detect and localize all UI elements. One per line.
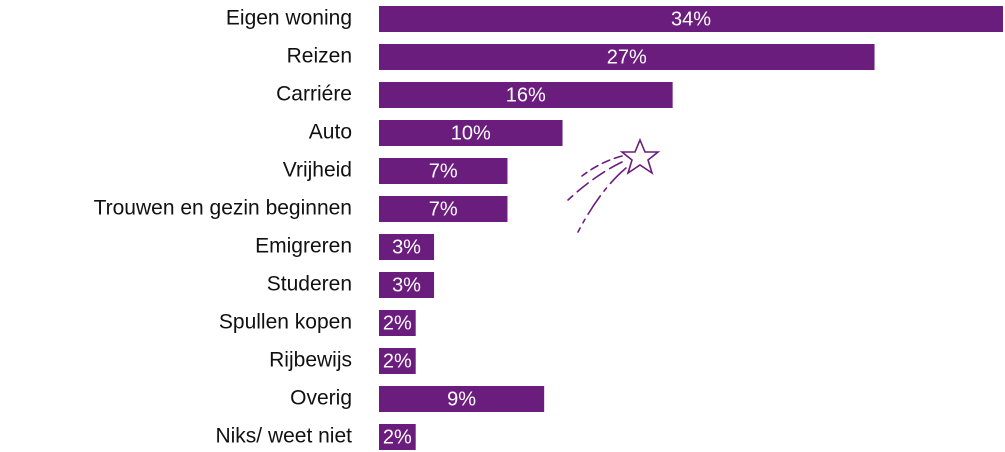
value-label: 9% bbox=[447, 388, 476, 410]
value-label: 7% bbox=[429, 160, 458, 182]
bar bbox=[379, 82, 673, 108]
bar bbox=[379, 424, 416, 450]
category-label: Carriére bbox=[276, 83, 352, 106]
trail bbox=[567, 161, 623, 201]
bar bbox=[379, 234, 435, 260]
value-label: 10% bbox=[451, 122, 491, 144]
value-label: 16% bbox=[506, 84, 546, 106]
value-label: 3% bbox=[392, 236, 421, 258]
bar bbox=[379, 272, 435, 298]
trail bbox=[581, 155, 623, 177]
bar bbox=[379, 196, 508, 222]
bar bbox=[379, 386, 545, 412]
category-label: Vrijheid bbox=[283, 159, 352, 182]
value-label: 3% bbox=[392, 274, 421, 296]
value-label: 27% bbox=[607, 46, 647, 68]
bar bbox=[379, 348, 416, 374]
category-label: Reizen bbox=[287, 45, 352, 68]
bar bbox=[379, 44, 875, 70]
category-label: Trouwen en gezin beginnen bbox=[94, 197, 352, 220]
trail bbox=[577, 167, 627, 233]
category-label: Overig bbox=[290, 387, 352, 410]
value-label: 2% bbox=[383, 426, 412, 448]
category-label: Niks/ weet niet bbox=[215, 425, 352, 448]
star-doodle bbox=[567, 137, 661, 233]
bar bbox=[379, 120, 563, 146]
category-label: Rijbewijs bbox=[269, 349, 352, 372]
category-label: Studeren bbox=[267, 273, 352, 296]
value-label: 2% bbox=[383, 312, 412, 334]
bar bbox=[379, 310, 416, 336]
star-icon bbox=[619, 137, 661, 175]
category-label: Eigen woning bbox=[226, 7, 352, 30]
category-label: Spullen kopen bbox=[219, 311, 352, 334]
value-label: 34% bbox=[671, 8, 711, 30]
category-label: Emigreren bbox=[255, 235, 352, 258]
value-label: 7% bbox=[429, 198, 458, 220]
category-label: Auto bbox=[309, 121, 352, 144]
bar bbox=[379, 6, 1003, 32]
bar bbox=[379, 158, 508, 184]
value-label: 2% bbox=[383, 350, 412, 372]
